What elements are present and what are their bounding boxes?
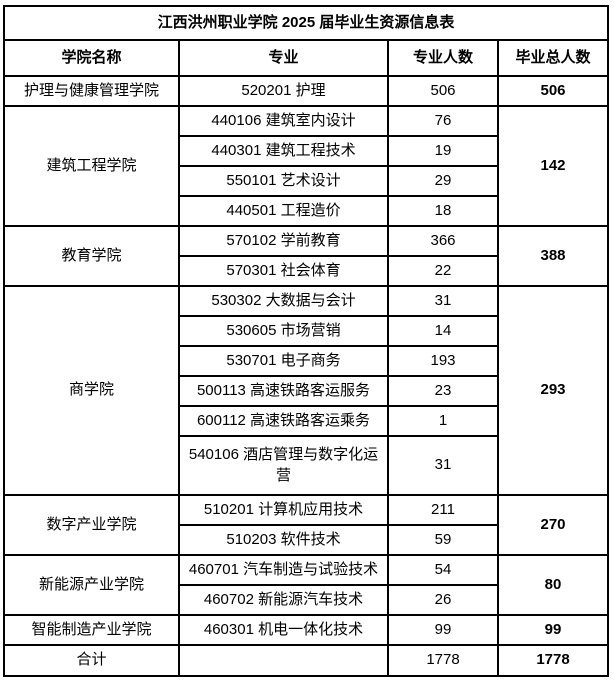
major-cell: 540106 酒店管理与数字化运营 xyxy=(178,435,389,496)
table-row: 600112 高速铁路客运乘务 1 xyxy=(4,405,608,437)
header-college: 学院名称 xyxy=(3,39,180,77)
college-total-cell: 506 xyxy=(496,75,610,107)
major-count-cell: 211 xyxy=(387,494,499,526)
college-total-cell: 270 xyxy=(496,494,610,556)
major-cell: 440301 建筑工程技术 xyxy=(178,135,389,167)
major-count-cell: 23 xyxy=(387,375,499,407)
header-major-count: 专业人数 xyxy=(387,39,499,77)
college-total-cell: 388 xyxy=(496,225,610,287)
title-row: 江西洪州职业学院 2025 届毕业生资源信息表 xyxy=(2,5,610,41)
major-count-cell: 18 xyxy=(387,195,499,227)
footer-major-count-cell: 1778 xyxy=(387,644,499,677)
major-cell: 530701 电子商务 xyxy=(178,345,389,377)
major-cell: 510203 软件技术 xyxy=(178,524,389,556)
table-row: 护理与健康管理学院 520201 护理 506 506 xyxy=(3,75,610,107)
table-row: 商学院 530302 大数据与会计 31 293 xyxy=(3,285,610,496)
table-row: 新能源产业学院 460701 汽车制造与试验技术 54 80 xyxy=(3,554,610,616)
table-row: 数字产业学院 510201 计算机应用技术 211 270 xyxy=(3,494,610,556)
major-cell: 570301 社会体育 xyxy=(178,255,389,287)
major-cell: 500113 高速铁路客运服务 xyxy=(178,375,389,407)
college-total-cell: 80 xyxy=(496,554,610,616)
major-count-cell: 1 xyxy=(387,405,499,437)
major-count-cell: 19 xyxy=(387,135,499,167)
major-count-cell: 99 xyxy=(387,614,499,646)
footer-total-count-cell: 1778 xyxy=(496,644,610,677)
major-cell: 440106 建筑室内设计 xyxy=(178,105,389,137)
major-cell: 520201 护理 xyxy=(178,75,389,107)
major-cell: 600112 高速铁路客运乘务 xyxy=(178,405,389,437)
college-name-cell: 建筑工程学院 xyxy=(3,105,180,227)
major-cell: 530302 大数据与会计 xyxy=(178,285,389,317)
major-count-cell: 76 xyxy=(387,105,499,137)
major-count-cell: 31 xyxy=(387,435,499,496)
major-count-cell: 54 xyxy=(387,554,499,586)
table-row: 智能制造产业学院 460301 机电一体化技术 99 99 xyxy=(3,614,610,646)
major-count-cell: 31 xyxy=(387,285,499,317)
college-name-cell: 商学院 xyxy=(3,285,180,496)
table-row: 440301 建筑工程技术 19 xyxy=(4,135,608,167)
table-row: 500113 高速铁路客运服务 23 xyxy=(4,375,608,407)
major-cell: 570102 学前教育 xyxy=(178,225,389,257)
major-cell: 460701 汽车制造与试验技术 xyxy=(178,554,389,586)
college-total-cell: 293 xyxy=(496,285,610,496)
major-cell: 530605 市场营销 xyxy=(178,315,389,347)
footer-empty-cell xyxy=(178,644,389,677)
major-count-cell: 59 xyxy=(387,524,499,556)
major-count-cell: 14 xyxy=(387,315,499,347)
table-title: 江西洪州职业学院 2025 届毕业生资源信息表 xyxy=(2,5,610,41)
table-row: 510203 软件技术 59 xyxy=(4,524,608,556)
header-row: 学院名称 专业 专业人数 毕业总人数 xyxy=(3,39,610,77)
major-cell: 460301 机电一体化技术 xyxy=(178,614,389,646)
major-count-cell: 29 xyxy=(387,165,499,197)
major-count-cell: 506 xyxy=(387,75,499,107)
major-cell: 550101 艺术设计 xyxy=(178,165,389,197)
table-row: 530701 电子商务 193 xyxy=(4,345,608,377)
graduate-info-table: 江西洪州职业学院 2025 届毕业生资源信息表 学院名称 专业 专业人数 毕业总… xyxy=(2,5,610,677)
college-name-cell: 教育学院 xyxy=(3,225,180,287)
table-row: 教育学院 570102 学前教育 366 388 xyxy=(3,225,610,287)
header-major: 专业 xyxy=(178,39,389,77)
table-row: 440501 工程造价 18 xyxy=(4,195,608,227)
major-count-cell: 22 xyxy=(387,255,499,287)
table-row: 550101 艺术设计 29 xyxy=(4,165,608,197)
header-total-count: 毕业总人数 xyxy=(496,39,610,77)
college-total-cell: 142 xyxy=(496,105,610,227)
major-cell: 510201 计算机应用技术 xyxy=(178,494,389,526)
footer-label-cell: 合计 xyxy=(3,644,180,677)
table-row: 540106 酒店管理与数字化运营 31 xyxy=(4,435,608,496)
table-row: 460702 新能源汽车技术 26 xyxy=(4,584,608,616)
table-row: 建筑工程学院 440106 建筑室内设计 76 142 xyxy=(3,105,610,227)
major-count-cell: 366 xyxy=(387,225,499,257)
major-count-cell: 193 xyxy=(387,345,499,377)
footer-row: 合计 1778 1778 xyxy=(3,644,610,677)
college-name-cell: 新能源产业学院 xyxy=(3,554,180,616)
table-row: 530605 市场营销 14 xyxy=(4,315,608,347)
major-count-cell: 26 xyxy=(387,584,499,616)
college-total-cell: 99 xyxy=(496,614,610,646)
college-name-cell: 数字产业学院 xyxy=(3,494,180,556)
major-cell: 440501 工程造价 xyxy=(178,195,389,227)
college-name-cell: 智能制造产业学院 xyxy=(3,614,180,646)
table-row: 570301 社会体育 22 xyxy=(4,255,608,287)
major-cell: 460702 新能源汽车技术 xyxy=(178,584,389,616)
college-name-cell: 护理与健康管理学院 xyxy=(3,75,180,107)
